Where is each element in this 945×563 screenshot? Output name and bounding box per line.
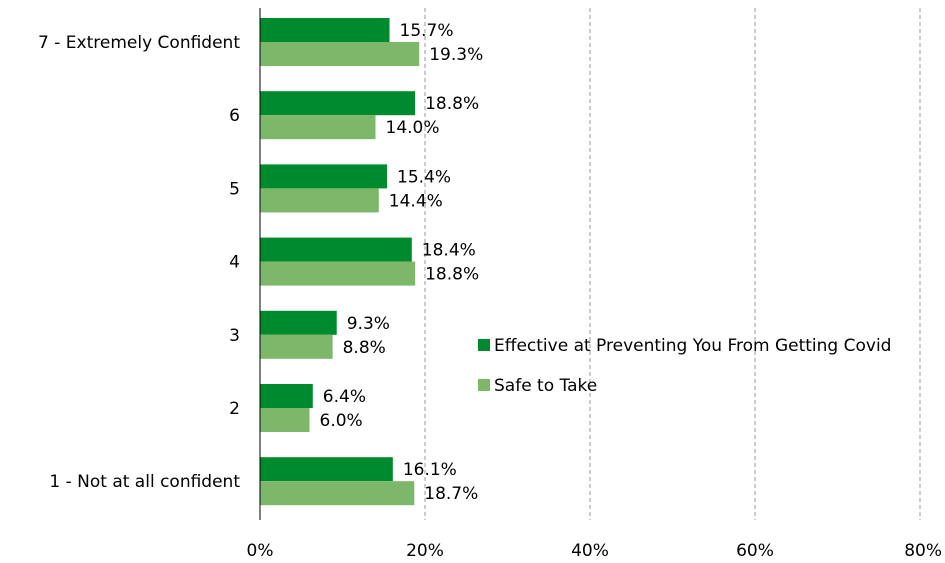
category-label: 7 - Extremely Confident [38,33,240,53]
data-label: 16.1% [403,460,457,480]
category-label: 2 [229,399,240,419]
data-label: 14.0% [386,118,440,138]
bar [260,261,416,286]
data-label: 14.4% [389,191,443,211]
data-label: 6.0% [320,411,363,431]
data-label: 18.4% [422,241,476,261]
x-tick-label: 40% [571,541,609,561]
category-label: 3 [229,326,240,346]
data-label: 15.4% [397,167,451,187]
data-label: 15.7% [400,21,454,41]
data-label: 9.3% [347,314,390,334]
category-label: 5 [229,179,240,199]
legend: Effective at Preventing You From Getting… [478,336,891,396]
x-tick-label: 80% [904,541,942,561]
category-label: 4 [229,253,240,273]
data-label: 19.3% [429,45,483,65]
bar [260,481,415,506]
category-labels: 7 - Extremely Confident 6 5 4 3 2 1 - Not at a… [38,33,240,492]
bar [260,310,337,335]
bars [260,18,420,506]
bar [260,384,313,408]
bar [260,91,416,116]
data-label: 18.8% [425,94,479,114]
legend-label: Effective at Preventing You From Getting… [494,336,891,356]
x-tick-labels: 0% 20% 40% 60% 80% [247,541,942,561]
legend-label: Safe to Take [494,376,597,396]
legend-swatch [478,339,490,351]
data-label: 6.4% [323,387,366,407]
bar [260,457,393,482]
data-labels: 15.7% 19.3% 18.8% 14.0% 15.4% 14.4% 18.4% 18.8%… [320,21,484,504]
bar [260,18,390,42]
data-label: 8.8% [343,338,386,358]
bar [260,115,376,140]
bar [260,334,333,359]
x-tick-label: 0% [247,541,274,561]
category-label: 1 - Not at all confident [49,472,240,492]
bar [260,42,420,66]
bar [260,164,388,189]
data-label: 18.8% [425,265,479,285]
data-label: 18.7% [424,484,478,504]
category-label: 6 [229,106,240,126]
legend-swatch [478,379,490,391]
x-tick-label: 20% [406,541,444,561]
bar [260,237,412,262]
x-tick-label: 60% [736,541,774,561]
gridlines [424,8,921,520]
bar [260,408,310,432]
bar [260,188,379,213]
